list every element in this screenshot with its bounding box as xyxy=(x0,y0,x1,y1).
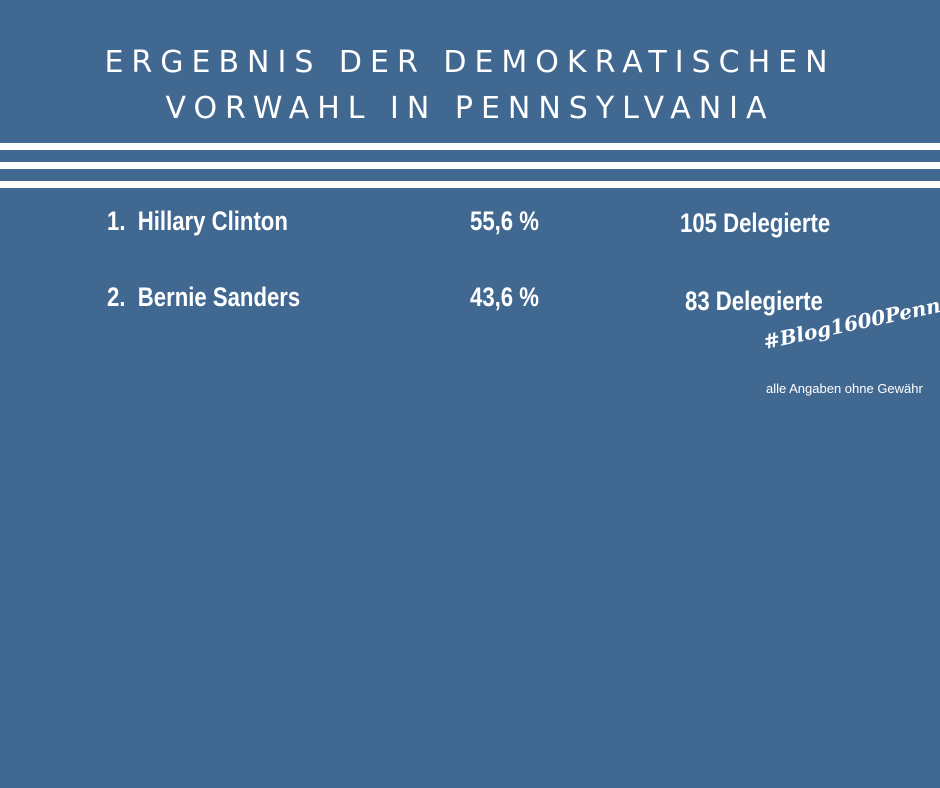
candidate-name-2: Bernie Sanders xyxy=(137,282,301,312)
result-row-1-candidate: 1. Hillary Clinton xyxy=(107,206,288,237)
divider-stripe-3 xyxy=(0,181,940,188)
rank-2: 2. xyxy=(107,282,126,312)
result-percent-1: 55,6 % xyxy=(470,206,539,236)
candidate-name-1: Hillary Clinton xyxy=(137,206,288,236)
result-row-2-candidate: 2. Bernie Sanders xyxy=(107,282,300,313)
page-title: ERGEBNIS DER DEMOKRATISCHEN VORWAHL IN P… xyxy=(0,40,940,132)
title-line-2: VORWAHL IN PENNSYLVANIA xyxy=(165,91,775,126)
result-delegates-2: 83 Delegierte xyxy=(685,286,823,316)
rank-1: 1. xyxy=(107,206,126,236)
result-percent-2: 43,6 % xyxy=(470,282,539,312)
divider-stripe-2 xyxy=(0,162,940,169)
disclaimer-text: alle Angaben ohne Gewähr xyxy=(766,381,923,396)
divider-stripe-1 xyxy=(0,143,940,150)
result-delegates-1: 105 Delegierte xyxy=(680,208,831,238)
title-line-1: ERGEBNIS DER DEMOKRATISCHEN xyxy=(104,45,836,80)
